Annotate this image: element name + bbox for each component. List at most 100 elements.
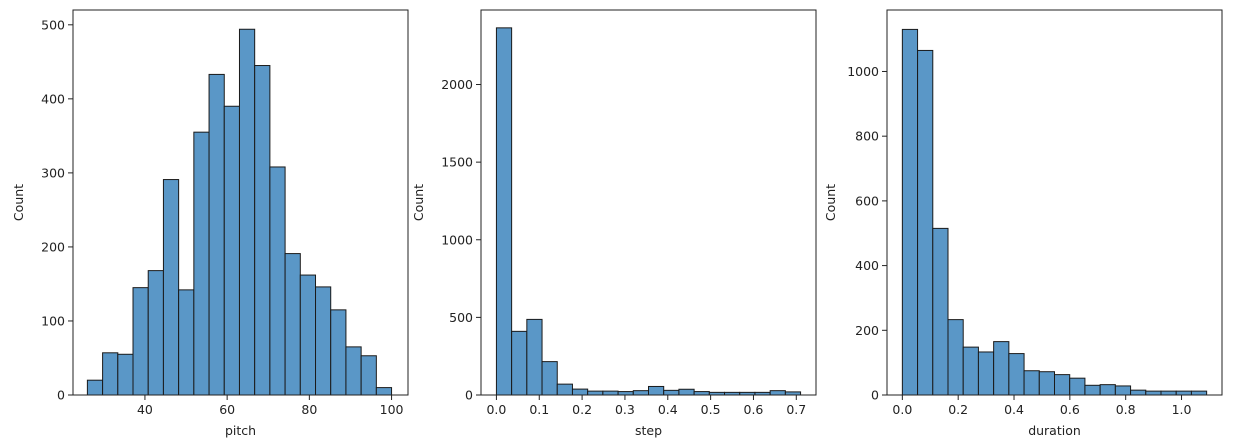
step-axes-frame — [480, 9, 817, 396]
pitch-x-tick-label: 80 — [301, 402, 317, 417]
duration-x-tick-label: 0.8 — [1116, 402, 1136, 417]
duration-bar — [962, 346, 979, 396]
pitch-x-tick-label: 60 — [219, 402, 235, 417]
duration-bar — [1114, 385, 1132, 396]
step-y-tick-label: 500 — [449, 310, 473, 325]
step-bar — [571, 388, 589, 396]
pitch-bar — [223, 105, 240, 396]
step-bar — [769, 390, 786, 396]
step-x-tick-label: 0.4 — [658, 402, 678, 417]
duration-x-tick-label: 0.6 — [1060, 402, 1080, 417]
pitch-bar — [360, 355, 377, 396]
pitch-bar — [132, 287, 149, 396]
duration-axes-frame — [886, 9, 1223, 396]
step-y-axis-label: Count — [411, 184, 426, 221]
duration-bar — [1023, 370, 1040, 396]
step-x-tick-label: 0.6 — [744, 402, 764, 417]
step-x-tick-label: 0.2 — [572, 402, 592, 417]
step-bar — [526, 318, 543, 396]
duration-histogram-panel: 0.0 0.2 0.4 0.6 0.8 1.0 0 200 400 600 800 1000 durat… — [823, 9, 1223, 438]
step-y-tick-label: 1500 — [441, 155, 473, 170]
pitch-bar — [162, 179, 180, 396]
pitch-bar — [147, 270, 164, 396]
duration-y-axis-label: Count — [823, 184, 838, 221]
pitch-bar — [254, 65, 271, 396]
step-bar — [617, 391, 634, 396]
duration-y-tick-label: 400 — [855, 258, 879, 273]
step-bar — [602, 390, 619, 396]
pitch-axes-frame — [72, 9, 409, 396]
duration-x-tick-label: 0.4 — [1004, 402, 1024, 417]
duration-y-tick-label: 1000 — [847, 64, 879, 79]
step-y-tick-label: 0 — [465, 388, 473, 403]
duration-bar — [1054, 374, 1071, 396]
duration-bar — [993, 341, 1010, 396]
pitch-bar — [375, 387, 393, 396]
step-bar — [648, 385, 665, 396]
pitch-x-axis-label: pitch — [225, 423, 256, 438]
pitch-bar — [193, 131, 210, 396]
pitch-bar — [117, 353, 134, 396]
pitch-bar — [208, 73, 225, 396]
duration-bar — [932, 227, 949, 396]
pitch-y-tick-label: 0 — [57, 388, 65, 403]
pitch-bar — [269, 166, 286, 396]
step-x-tick-label: 0.3 — [615, 402, 635, 417]
pitch-bar — [178, 289, 195, 396]
pitch-bar — [299, 274, 317, 396]
step-x-tick-label: 0.7 — [786, 402, 806, 417]
step-x-axis-label: step — [635, 423, 662, 438]
pitch-bar — [86, 379, 104, 396]
duration-bar — [901, 28, 919, 396]
step-y-tick-label: 1000 — [441, 232, 473, 247]
pitch-y-tick-label: 200 — [41, 239, 65, 254]
step-bar — [693, 391, 710, 396]
pitch-y-axis-label: Count — [11, 184, 26, 221]
duration-bar — [917, 49, 934, 396]
step-bar — [541, 361, 558, 396]
step-x-tick-label: 0.0 — [486, 402, 506, 417]
duration-bar — [1145, 390, 1162, 396]
duration-bar — [1008, 353, 1025, 396]
duration-x-tick-label: 0.2 — [948, 402, 968, 417]
pitch-bar — [330, 309, 347, 396]
duration-bar — [1160, 390, 1177, 396]
pitch-bar — [345, 346, 362, 396]
duration-bar — [1084, 384, 1101, 396]
step-y-tick-label: 2000 — [441, 77, 473, 92]
duration-x-axis-label: duration — [1028, 423, 1081, 438]
step-bar — [632, 390, 649, 396]
pitch-histogram-panel: 40 60 80 100 0 100 200 300 400 500 pitch Count — [11, 9, 409, 438]
duration-bar — [1190, 390, 1208, 396]
duration-x-tick-label: 0.0 — [892, 402, 912, 417]
step-bar — [663, 389, 680, 396]
duration-y-tick-label: 200 — [855, 323, 879, 338]
pitch-bar — [284, 253, 301, 396]
duration-bar — [1069, 377, 1086, 396]
duration-bar — [1175, 390, 1192, 396]
step-bar — [587, 390, 604, 396]
pitch-y-tick-label: 300 — [41, 165, 65, 180]
pitch-y-tick-label: 100 — [41, 313, 65, 328]
step-bar — [495, 27, 513, 396]
step-x-tick-label: 0.5 — [701, 402, 721, 417]
duration-y-tick-label: 600 — [855, 193, 879, 208]
duration-y-tick-label: 800 — [855, 129, 879, 144]
duration-x-tick-label: 1.0 — [1172, 402, 1192, 417]
step-bar — [511, 330, 528, 396]
pitch-y-tick-label: 500 — [41, 17, 65, 32]
pitch-x-tick-label: 40 — [137, 402, 153, 417]
pitch-bar — [102, 352, 119, 396]
pitch-y-tick-label: 400 — [41, 91, 65, 106]
duration-bar — [1099, 384, 1116, 396]
duration-bar — [1130, 389, 1147, 396]
step-bar — [678, 388, 695, 396]
step-x-tick-label: 0.1 — [529, 402, 549, 417]
duration-bar — [1038, 371, 1055, 396]
duration-y-tick-label: 0 — [871, 388, 879, 403]
pitch-bar — [315, 286, 332, 396]
pitch-bar — [238, 28, 256, 396]
step-histogram-panel: 0.0 0.1 0.2 0.3 0.4 0.5 0.6 0.7 0 500 1000 1500 2000… — [411, 9, 817, 438]
step-bar — [556, 383, 573, 396]
